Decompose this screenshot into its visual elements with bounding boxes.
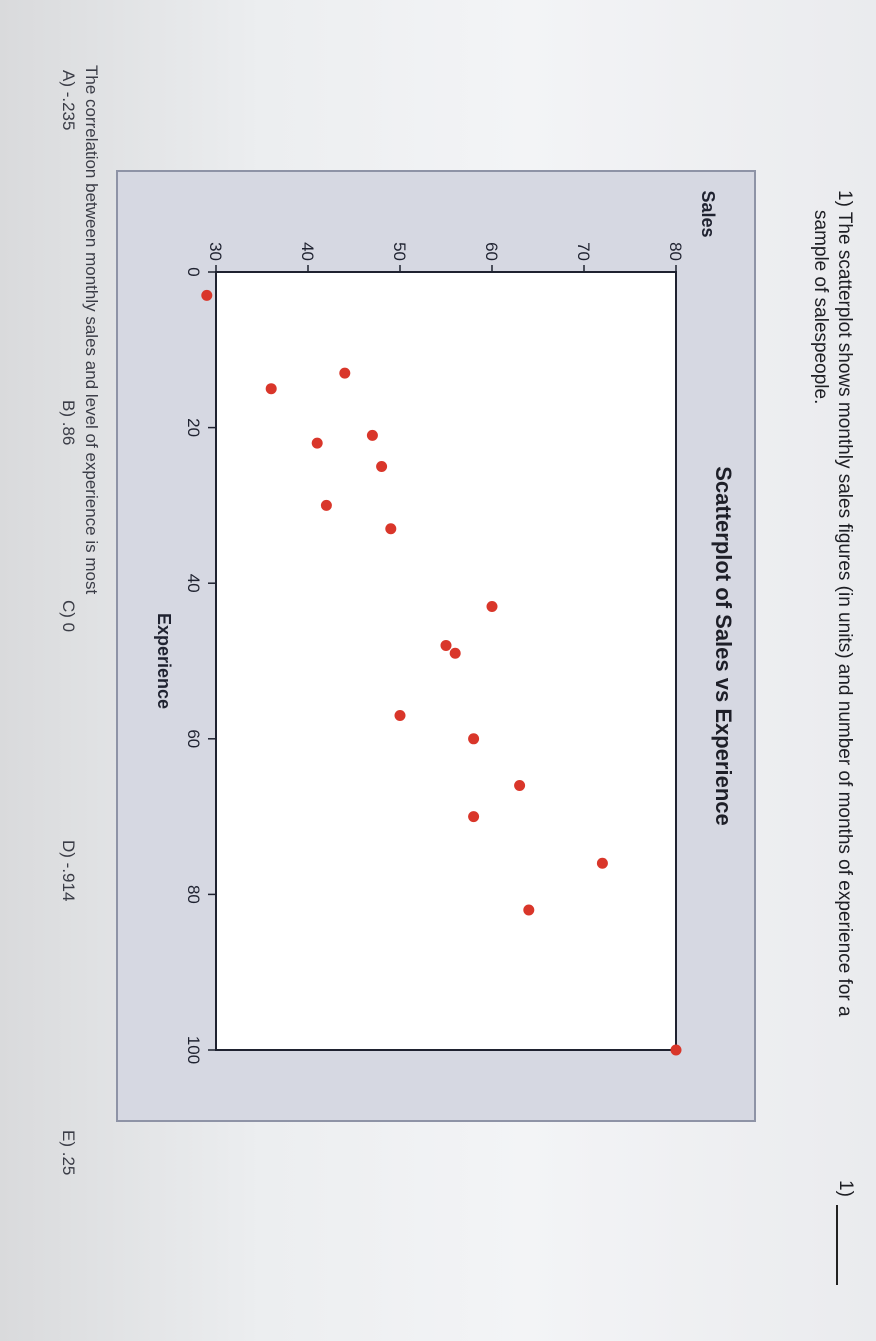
choice-b[interactable]: B) .86 xyxy=(59,400,78,446)
data-point xyxy=(596,857,608,869)
chart-panel: Scatterplot of Sales vs Experience 30 40 5… xyxy=(116,170,756,1122)
data-point xyxy=(449,647,461,659)
y-tick-label: 40 xyxy=(298,242,317,261)
data-point xyxy=(486,601,498,613)
question-text-cont: sample of salespeople. xyxy=(810,210,831,405)
data-point xyxy=(440,639,452,651)
answer-number: 1) xyxy=(835,1180,856,1197)
plot-area xyxy=(215,271,677,1051)
x-tick-label: 20 xyxy=(184,418,203,437)
data-point xyxy=(265,383,277,395)
question-prompt: The correlation between monthly sales an… xyxy=(82,65,101,595)
data-point xyxy=(468,811,480,823)
data-point xyxy=(394,709,406,721)
choice-d[interactable]: D) -.914 xyxy=(59,840,78,902)
question-text: 1) The scatterplot shows monthly sales f… xyxy=(834,190,855,1017)
x-tick-label: 40 xyxy=(184,574,203,593)
data-point xyxy=(201,289,213,301)
y-tick-label: 70 xyxy=(574,242,593,261)
y-tick-label: 60 xyxy=(482,242,501,261)
data-point xyxy=(376,461,388,472)
data-point xyxy=(523,904,535,916)
data-point xyxy=(366,429,378,441)
x-tick-label: 80 xyxy=(184,885,203,904)
data-point xyxy=(320,499,332,511)
data-point xyxy=(311,437,323,449)
data-point xyxy=(385,523,397,535)
choice-e[interactable]: E) .25 xyxy=(59,1130,78,1176)
data-point xyxy=(670,1044,682,1056)
answer-blank[interactable] xyxy=(836,1205,838,1285)
x-tick-label: 100 xyxy=(184,1036,203,1064)
data-point xyxy=(514,779,526,791)
x-axis-label: Experience xyxy=(154,613,174,709)
x-tick-label: 60 xyxy=(184,729,203,748)
y-tick-label: 80 xyxy=(666,242,685,261)
scatter-plot: 30 40 50 60 70 80 0 20 40 60 80 100 Experience Sales xyxy=(154,190,718,1064)
y-tick-label: 50 xyxy=(390,242,409,261)
choice-a[interactable]: A) -.235 xyxy=(59,70,78,131)
y-tick-label: 30 xyxy=(206,242,225,261)
data-point xyxy=(339,367,351,379)
x-tick-label: 0 xyxy=(184,267,203,276)
data-point xyxy=(468,733,480,745)
choice-c[interactable]: C) 0 xyxy=(59,600,78,633)
y-axis-label: Sales xyxy=(698,190,718,237)
